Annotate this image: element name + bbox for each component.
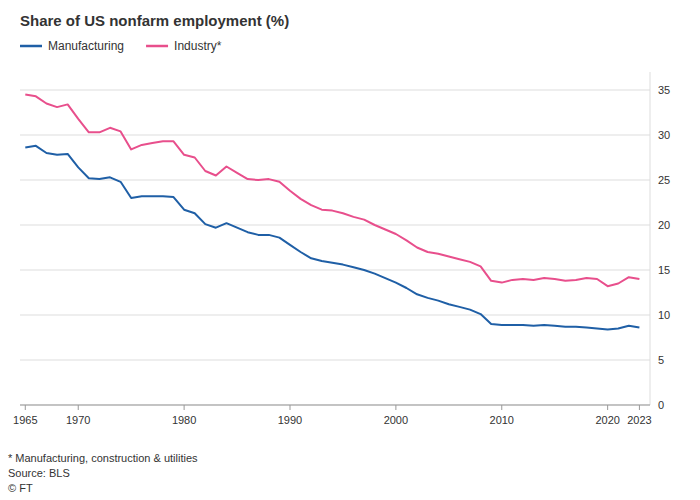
legend-swatch: [146, 45, 168, 48]
legend: Manufacturing Industry*: [20, 39, 222, 53]
x-tick-label: 2020: [595, 414, 619, 426]
y-axis-line: [650, 72, 651, 405]
x-axis-line: [20, 405, 650, 406]
legend-swatch: [20, 45, 42, 48]
chart: Share of US nonfarm employment (%) Manufa…: [0, 0, 700, 500]
footnote: * Manufacturing, construction & utilitie…: [8, 452, 198, 464]
footnote: © FT: [8, 482, 33, 494]
grid-line: [20, 225, 650, 226]
x-tick: [184, 405, 185, 410]
footnotes: * Manufacturing, construction & utilitie…: [8, 452, 198, 494]
x-tick: [78, 405, 79, 410]
grid-line: [20, 270, 650, 271]
y-tick-label: 15: [658, 264, 670, 276]
series-line: [25, 146, 639, 330]
y-tick-label: 10: [658, 309, 670, 321]
x-tick-label: 2023: [627, 414, 651, 426]
y-axis: 0 5 10 15 20 25 30 35: [20, 72, 670, 411]
x-tick: [639, 405, 640, 410]
y-tick-label: 35: [658, 84, 670, 96]
title: Share of US nonfarm employment (%): [20, 12, 289, 29]
y-tick-label: 20: [658, 219, 670, 231]
x-tick-label: 1965: [13, 414, 37, 426]
grid-line: [20, 315, 650, 316]
grid-line: [20, 90, 650, 91]
series-line: [25, 95, 639, 287]
x-tick: [607, 405, 608, 410]
x-tick-label: 1990: [278, 414, 302, 426]
x-tick: [395, 405, 396, 410]
legend-label: Manufacturing: [48, 39, 124, 53]
y-tick-label: 5: [658, 354, 664, 366]
x-axis: 1965 1970 1980 1990 2000 2010 2020 2023: [13, 405, 652, 426]
x-tick-label: 2010: [490, 414, 514, 426]
lines: [25, 95, 639, 330]
grid-line: [20, 135, 650, 136]
x-tick-label: 1980: [172, 414, 196, 426]
x-tick: [290, 405, 291, 410]
x-tick-label: 1970: [66, 414, 90, 426]
grid-line: [20, 405, 650, 406]
y-tick-label: 25: [658, 174, 670, 186]
y-tick-label: 30: [658, 129, 670, 141]
footnote: Source: BLS: [8, 467, 70, 479]
legend-label: Industry*: [174, 39, 222, 53]
x-tick-label: 2000: [384, 414, 408, 426]
y-tick-label: 0: [658, 399, 664, 411]
x-tick: [25, 405, 26, 410]
grid-line: [20, 360, 650, 361]
x-tick: [501, 405, 502, 410]
